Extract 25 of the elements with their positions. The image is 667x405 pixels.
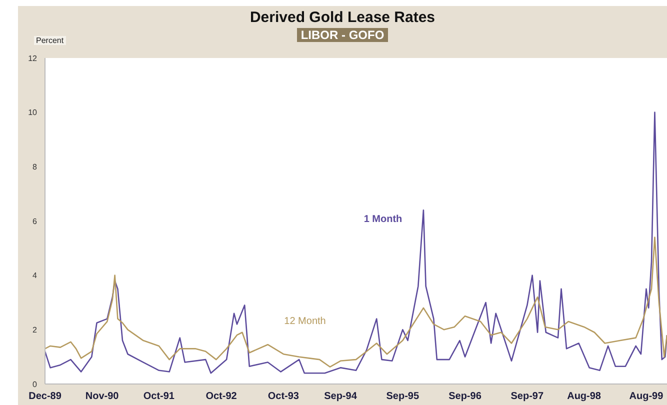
y-tick-label: 4 xyxy=(32,271,38,280)
x-tick-label: Sep-96 xyxy=(448,391,482,402)
y-tick-label: 8 xyxy=(32,162,38,172)
line-series xyxy=(45,236,667,368)
text: 12 Month xyxy=(284,316,326,327)
x-tick-label: Oct-91 xyxy=(143,391,175,402)
x-tick-label: Oct-92 xyxy=(206,391,238,402)
line-series xyxy=(45,112,667,374)
x-tick-label: Aug-98 xyxy=(567,391,602,402)
y-tick-label: 0 xyxy=(32,380,38,389)
x-tick-label: Aug-99 xyxy=(629,391,664,402)
x-tick-label: Oct-93 xyxy=(268,391,300,402)
y-tick-label: 12 xyxy=(28,54,38,63)
y-tick-label: 10 xyxy=(28,108,38,118)
x-tick-label: Nov-90 xyxy=(85,391,120,402)
y-axis-title: Percent xyxy=(34,36,66,45)
x-tick-label: Sep-94 xyxy=(324,391,358,402)
y-tick-label: 6 xyxy=(32,216,38,226)
x-tick-label: Sep-97 xyxy=(510,391,544,402)
chart-subtitle: LIBOR - GOFO xyxy=(296,28,388,42)
y-tick-label: 2 xyxy=(32,326,38,335)
x-tick-label: Dec-89 xyxy=(28,391,62,402)
chart-title: Derived Gold Lease Rates xyxy=(248,9,436,26)
x-tick-label: Sep-95 xyxy=(386,391,420,402)
text: 1 Month xyxy=(364,214,402,225)
